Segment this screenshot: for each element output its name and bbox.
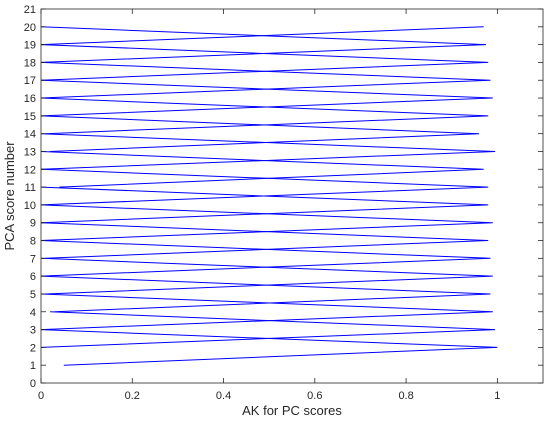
y-axis-label: PCA score number [2, 141, 17, 251]
series-line-13 [40, 115, 480, 152]
y-tick-label: 17 [24, 75, 36, 87]
y-tick-label: 15 [24, 111, 36, 123]
series-line-16 [40, 61, 491, 99]
series-line-1 [40, 329, 498, 366]
series-line-8 [40, 204, 493, 241]
x-tick-label: 0.2 [125, 390, 140, 402]
series-line-11 [40, 151, 484, 188]
series-line-2 [40, 311, 496, 348]
series-line-18 [40, 26, 487, 63]
x-tick-label: 0 [38, 390, 44, 402]
y-tick-label: 5 [30, 289, 36, 301]
series-line-9 [40, 186, 489, 224]
y-tick-label: 19 [24, 40, 36, 52]
y-tick-label: 3 [30, 325, 36, 337]
y-tick-label: 14 [24, 129, 36, 141]
y-tick-label: 12 [24, 164, 36, 176]
series-line-5 [40, 257, 493, 295]
y-tick-label: 8 [30, 236, 36, 248]
y-tick-label: 9 [30, 218, 36, 230]
x-tick-label: 0.6 [307, 390, 322, 402]
y-tick-label: 4 [30, 307, 36, 319]
series-layer [40, 26, 498, 366]
y-tick-label: 10 [24, 200, 36, 212]
series-line-15 [40, 79, 493, 117]
series-line-17 [40, 44, 489, 81]
series-line-19 [40, 26, 484, 46]
x-tick-label: 0.8 [398, 390, 413, 402]
y-tick-label: 21 [24, 4, 36, 16]
y-tick-label: 0 [30, 378, 36, 390]
series-line-12 [40, 133, 496, 170]
series-line-6 [40, 240, 491, 277]
y-tick-label: 6 [30, 271, 36, 283]
plot-frame [40, 8, 544, 384]
y-tick-label: 20 [24, 22, 36, 34]
series-line-10 [40, 168, 489, 206]
x-tick-label: 1 [494, 390, 500, 402]
x-axis-label: AK for PC scores [242, 403, 342, 418]
series-line-4 [40, 275, 491, 313]
y-tick-label: 16 [24, 93, 36, 105]
series-line-3 [40, 293, 493, 331]
y-tick-label: 13 [24, 146, 36, 158]
y-tick-label: 1 [30, 360, 36, 372]
y-tick-label: 11 [25, 182, 36, 194]
series-line-14 [40, 97, 489, 135]
x-tick-label: 0.4 [216, 390, 231, 402]
y-tick-label: 18 [24, 57, 36, 69]
y-tick-label: 2 [30, 342, 36, 354]
series-line-7 [40, 222, 489, 259]
y-tick-label: 7 [30, 253, 36, 265]
axes-layer: 0 0.2 0.4 0.6 0.8 101234567891011121314151617… [24, 4, 544, 402]
